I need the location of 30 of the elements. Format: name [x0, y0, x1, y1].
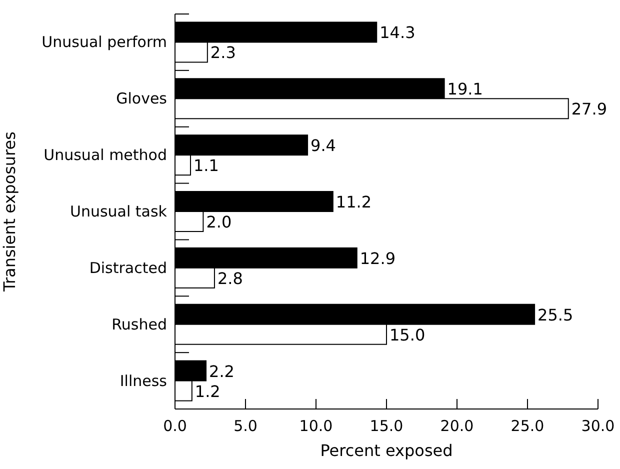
x-tick-label: 15.0 [370, 417, 404, 435]
x-axis-title: Percent exposed [320, 441, 453, 460]
data-label: 2.3 [210, 43, 236, 62]
data-label: 12.9 [360, 248, 396, 268]
data-label: 14.3 [380, 23, 416, 42]
y-tick-label: Rushed [112, 315, 167, 334]
y-tick-label: Unusual task [70, 202, 168, 220]
x-tick-label: 10.0 [299, 417, 333, 435]
data-label: 2.0 [206, 212, 232, 232]
data-label: 9.4 [310, 136, 336, 156]
y-tick-label: Distracted [89, 258, 167, 277]
x-tick-label: 20.0 [440, 417, 474, 435]
y-tick-label: Gloves [116, 90, 168, 108]
data-label: 2.8 [217, 268, 243, 288]
y-axis-title: Transient exposures [0, 132, 19, 292]
data-label: 27.9 [571, 100, 608, 119]
data-label: 2.2 [209, 362, 234, 381]
x-tick-label: 5.0 [234, 417, 258, 435]
data-label: 25.5 [538, 305, 574, 324]
y-tick-label: Unusual perform [42, 33, 167, 52]
data-label: 15.0 [390, 325, 426, 344]
x-tick-label: 30.0 [581, 417, 615, 435]
x-tick-label: 25.0 [510, 417, 544, 435]
data-label: 19.1 [447, 80, 483, 99]
data-label: 11.2 [336, 192, 372, 212]
data-label: 1.2 [194, 382, 220, 401]
x-tick-label: 0.0 [163, 417, 187, 435]
y-tick-label: Illness [120, 372, 168, 390]
data-label: 1.1 [194, 156, 219, 176]
y-tick-label: Unusual method [44, 146, 167, 164]
